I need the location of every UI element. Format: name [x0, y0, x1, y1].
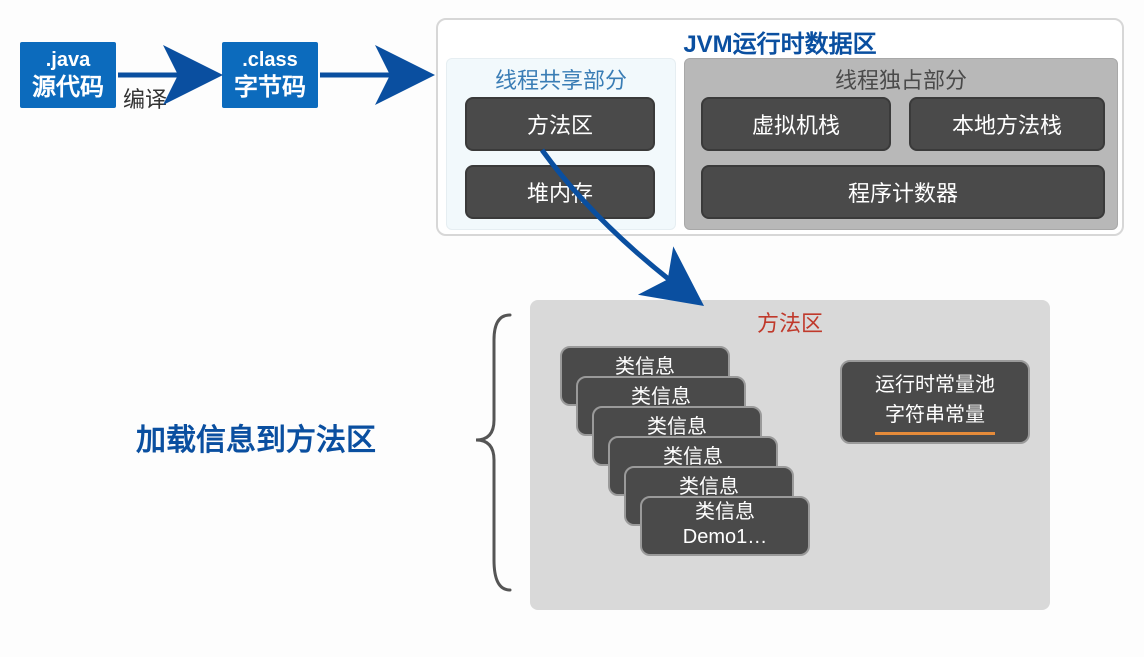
java-ext-label: .java [20, 48, 116, 73]
class-bytecode-box: .class 字节码 [222, 42, 318, 108]
vm-stack-box: 虚拟机栈 [701, 97, 891, 151]
method-area-box: 方法区 [465, 97, 655, 151]
jvm-runtime-area: JVM运行时数据区 线程共享部分 方法区 堆内存 线程独占部分 虚拟机栈 本地方… [436, 18, 1124, 236]
thread-shared-panel: 线程共享部分 方法区 堆内存 [446, 58, 676, 230]
heap-box: 堆内存 [465, 165, 655, 219]
native-stack-box: 本地方法栈 [909, 97, 1105, 151]
class-ext-label: .class [222, 48, 318, 73]
class-info-label: 类信息 [642, 500, 808, 525]
class-info-demo-label: Demo1… [642, 525, 808, 550]
method-area-detail-panel: 方法区 类信息类信息类信息类信息类信息类信息Demo1… 运行时常量池 字符串常… [530, 300, 1050, 610]
java-src-label: 源代码 [20, 73, 116, 103]
shared-panel-title: 线程共享部分 [447, 63, 675, 95]
class-info-stack: 类信息类信息类信息类信息类信息类信息Demo1… [560, 346, 820, 596]
runtime-constant-pool-box: 运行时常量池 字符串常量 [840, 360, 1030, 444]
load-info-label: 加载信息到方法区 [136, 415, 376, 459]
pc-register-box: 程序计数器 [701, 165, 1105, 219]
orange-underline [875, 432, 995, 435]
thread-exclusive-panel: 线程独占部分 虚拟机栈 本地方法栈 程序计数器 [684, 58, 1118, 230]
java-source-box: .java 源代码 [20, 42, 116, 108]
class-info-card-demo: 类信息Demo1… [640, 496, 810, 556]
jvm-title: JVM运行时数据区 [438, 24, 1122, 59]
compile-label: 编译 [123, 82, 167, 114]
method-area-detail-title: 方法区 [530, 306, 1050, 338]
const-pool-line1: 运行时常量池 [842, 370, 1028, 400]
curly-bracket [476, 315, 510, 590]
const-pool-line2: 字符串常量 [842, 400, 1028, 430]
exclusive-panel-title: 线程独占部分 [685, 63, 1117, 95]
class-byte-label: 字节码 [222, 73, 318, 103]
